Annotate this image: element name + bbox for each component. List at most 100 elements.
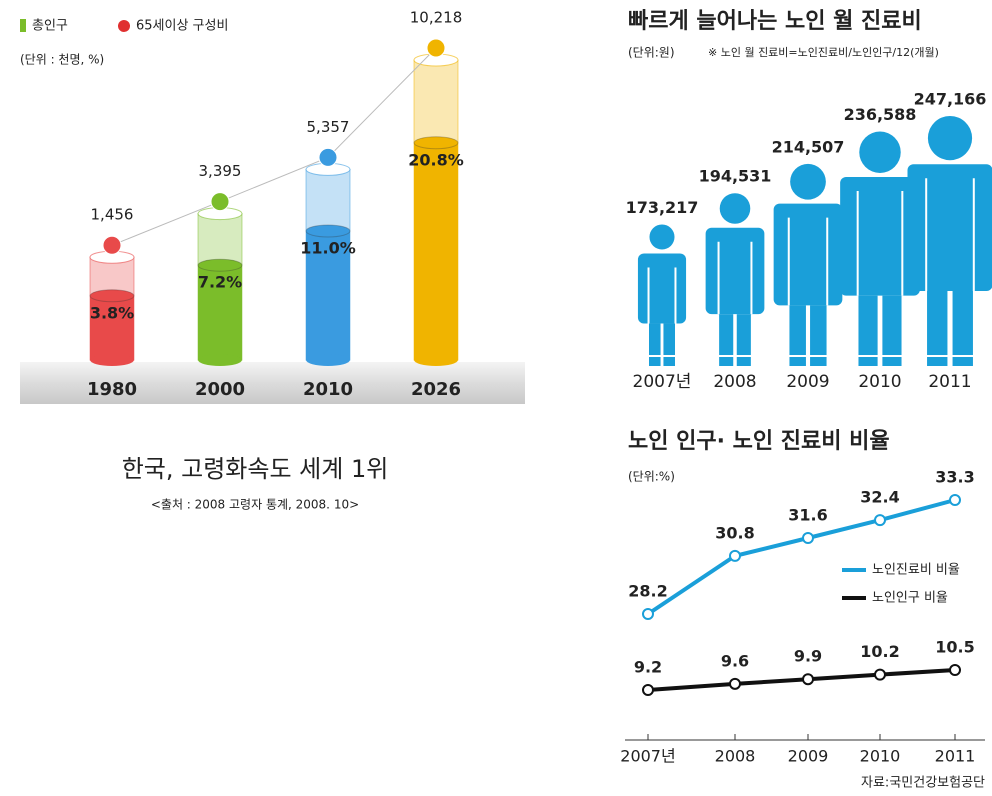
category-label: 2010 [860, 747, 901, 766]
value-label: 194,531 [699, 167, 772, 186]
category-label: 1980 [87, 379, 137, 400]
ratio-fill [306, 231, 350, 360]
value-label: 10.2 [860, 642, 899, 661]
value-label: 30.8 [715, 523, 754, 542]
cylinder-base [90, 354, 134, 366]
series-line [647, 668, 956, 692]
value-label: 247,166 [914, 90, 987, 109]
value-label: 3,395 [199, 162, 242, 180]
value-label: 28.2 [628, 582, 667, 601]
marker [318, 147, 338, 167]
chart-title: 빠르게 늘어나는 노인 월 진료비 [628, 9, 922, 34]
person-icon [840, 131, 920, 366]
category-label: 2009 [788, 747, 829, 766]
value-label: 9.9 [794, 647, 822, 666]
category-label: 2009 [786, 372, 829, 392]
icon-head [859, 131, 901, 173]
ratio-top [305, 224, 351, 238]
subtitle: (단위 : 천명, %) [20, 52, 104, 67]
icon-body [840, 176, 920, 296]
point [802, 673, 814, 686]
icon-leg [927, 291, 948, 366]
cylinder-base [414, 354, 458, 366]
point [949, 494, 961, 506]
legend-swatch [118, 20, 130, 32]
person-icon [637, 224, 687, 366]
legend-label: 총인구 [32, 19, 68, 34]
icon-head [790, 163, 826, 200]
value-label: 236,588 [844, 105, 917, 124]
icon-leg [649, 323, 661, 366]
cylinder-base [306, 354, 350, 366]
icon-head [719, 193, 751, 224]
category-label: 2000 [195, 379, 245, 400]
value-label: 173,217 [626, 198, 699, 217]
legend-label: 노인진료비 비율 [872, 563, 960, 578]
ratio-label: 20.8% [408, 150, 464, 169]
value-label: 9.2 [634, 658, 662, 677]
point [642, 684, 654, 696]
person-icon [773, 163, 843, 366]
value-label: 10.5 [935, 638, 974, 657]
chart-title: 노인 인구· 노인 진료비 비율 [628, 429, 890, 454]
cylinder-base [198, 354, 242, 366]
value-label: 1,456 [91, 206, 134, 224]
value-label: 214,507 [772, 137, 845, 156]
category-label: 2008 [715, 747, 756, 766]
point [802, 532, 814, 544]
icon-leg [789, 305, 806, 366]
ratio-top [89, 289, 135, 303]
icon-leg [952, 291, 973, 366]
subtitle: (단위:%) [628, 470, 675, 484]
icon-leg [810, 305, 827, 366]
chart-title: 한국, 고령화속도 세계 1위 [122, 455, 389, 483]
ratio-label: 7.2% [198, 273, 242, 292]
value-label: 33.3 [935, 468, 974, 487]
icon-body [705, 227, 765, 315]
icon-body [773, 203, 843, 306]
category-label: 2010 [858, 372, 901, 392]
note: ※ 노인 월 진료비=노인진료비/노인인구/12(개월) [708, 46, 939, 59]
ratio-fill [198, 265, 242, 360]
ratio-top [197, 258, 243, 272]
category-label: 2008 [713, 372, 756, 392]
platform [20, 362, 525, 404]
value-label: 10,218 [410, 9, 463, 27]
icon-leg [719, 314, 734, 366]
icon-head [649, 224, 675, 250]
value-label: 5,357 [307, 118, 350, 136]
total-line [111, 47, 437, 246]
legend-swatch [20, 19, 26, 32]
marker [426, 38, 446, 58]
person-icon [705, 193, 765, 366]
value-label: 31.6 [788, 506, 827, 525]
category-label: 2011 [935, 747, 976, 766]
category-label: 2007년 [620, 747, 675, 766]
ratio-fill [90, 295, 134, 360]
legend-label: 65세이상 구성비 [136, 19, 228, 34]
category-label: 2026 [411, 379, 461, 400]
point [642, 608, 654, 620]
ratio-label: 11.0% [300, 239, 356, 258]
legend-label: 노인인구 비율 [872, 591, 948, 606]
icon-body [907, 164, 992, 291]
value-label: 32.4 [860, 488, 899, 507]
point [729, 549, 741, 562]
category-label: 2007년 [633, 372, 692, 392]
icon-leg [663, 323, 675, 366]
icon-leg [882, 295, 902, 366]
icon-head [927, 116, 973, 161]
source: <출처 : 2008 고령자 통계, 2008. 10> [151, 498, 359, 512]
category-label: 2010 [303, 379, 353, 400]
point [874, 514, 886, 527]
point [949, 664, 961, 676]
icon-body [637, 253, 687, 324]
marker [102, 235, 122, 255]
icon-leg [736, 314, 751, 366]
point [729, 677, 741, 690]
icon-leg [858, 295, 878, 366]
point [874, 668, 886, 681]
person-icon [907, 116, 992, 366]
subtitle: (단위:원) [628, 46, 675, 60]
ratio-label: 3.8% [90, 303, 134, 322]
